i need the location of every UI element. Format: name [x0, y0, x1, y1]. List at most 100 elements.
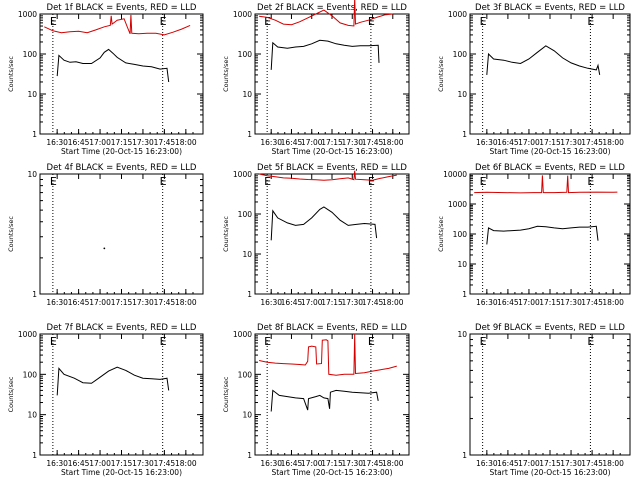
x-tick-label: 17:15	[539, 298, 561, 307]
x-tick-label: 16:45	[68, 459, 90, 468]
marker-label: E	[50, 175, 57, 188]
panel-title: Det 1f BLACK = Events, RED = LLD	[47, 3, 197, 13]
y-tick-label: 1000	[233, 330, 252, 339]
y-tick-label: 10	[457, 90, 467, 99]
marker-label: E	[160, 335, 167, 348]
x-tick-label: 17:45	[362, 298, 384, 307]
x-tick-label: 17:30	[341, 298, 363, 307]
marker-label: E	[264, 335, 271, 348]
y-tick-label: 1000	[18, 10, 37, 19]
x-tick-label: 16:45	[281, 138, 303, 147]
x-tick-label: 17:15	[111, 138, 133, 147]
x-tick-label: 17:15	[111, 459, 133, 468]
y-tick-label: 10	[457, 260, 467, 269]
x-tick-label: 16:30	[260, 138, 282, 147]
panel-title: Det 7f BLACK = Events, RED = LLD	[47, 323, 197, 333]
y-tick-label: 1000	[448, 10, 467, 19]
panel-title: Det 9f BLACK = Events, RED = LLD	[475, 323, 625, 333]
x-axis-label: Start Time (20-Oct-15 16:23:00)	[271, 468, 392, 477]
panel-title: Det 2f BLACK = Events, RED = LLD	[257, 3, 407, 13]
y-tick-label: 1	[247, 130, 252, 139]
y-tick-label: 100	[238, 50, 253, 59]
marker-label: E	[480, 15, 487, 28]
x-tick-label: 17:00	[89, 298, 111, 307]
y-axis-label: Counts/sec	[7, 216, 15, 252]
x-tick-label: 17:15	[539, 459, 561, 468]
y-tick-label: 100	[453, 230, 468, 239]
marker-label: E	[480, 175, 487, 188]
x-tick-label: 16:45	[497, 298, 519, 307]
y-tick-label: 1	[462, 290, 467, 299]
events-series-line	[486, 225, 599, 245]
x-tick-label: 17:45	[362, 459, 384, 468]
events-series-line	[270, 206, 378, 241]
plot-frame	[39, 173, 204, 295]
y-tick-label: 1	[32, 451, 37, 460]
y-axis-label: Counts/sec	[7, 56, 15, 92]
y-tick-label: 1	[32, 130, 37, 139]
x-tick-label: 16:30	[476, 298, 498, 307]
panel-title: Det 5f BLACK = Events, RED = LLD	[257, 163, 407, 173]
y-axis-label: Counts/sec	[222, 216, 230, 252]
panel-title: Det 6f BLACK = Events, RED = LLD	[475, 163, 625, 173]
x-tick-label: 18:00	[382, 298, 404, 307]
marker-label: E	[160, 15, 167, 28]
y-tick-label: 1	[462, 130, 467, 139]
x-tick-label: 17:15	[111, 298, 133, 307]
x-tick-label: 16:45	[281, 298, 303, 307]
x-tick-label: 17:45	[154, 459, 176, 468]
events-series-line	[270, 39, 380, 70]
marker-label: E	[587, 15, 594, 28]
x-tick-label: 17:00	[301, 138, 323, 147]
marker-label: E	[264, 15, 271, 28]
lld-series-line	[44, 14, 191, 36]
x-tick-label: 17:15	[321, 459, 343, 468]
x-tick-label: 17:30	[132, 459, 154, 468]
x-tick-label: 17:00	[89, 138, 111, 147]
events-series-line	[270, 389, 379, 412]
data-point	[103, 247, 106, 250]
marker-label: E	[587, 175, 594, 188]
y-tick-label: 10	[457, 330, 467, 339]
x-tick-label: 16:30	[260, 459, 282, 468]
y-tick-label: 100	[238, 370, 253, 379]
x-tick-label: 17:30	[341, 138, 363, 147]
plot-frame	[254, 173, 410, 295]
x-axis-label: Start Time (20-Oct-15 16:23:00)	[489, 147, 610, 156]
x-axis-label: Start Time (20-Oct-15 16:23:00)	[61, 147, 182, 156]
x-axis-label: Start Time (20-Oct-15 16:23:00)	[489, 468, 610, 477]
x-tick-label: 17:45	[362, 138, 384, 147]
x-tick-label: 17:00	[518, 138, 540, 147]
x-tick-label: 18:00	[602, 459, 624, 468]
x-tick-label: 17:15	[539, 138, 561, 147]
y-tick-label: 10	[242, 250, 252, 259]
x-tick-label: 16:30	[46, 298, 68, 307]
y-tick-label: 1	[462, 451, 467, 460]
marker-label: E	[368, 175, 375, 188]
lld-series-line	[474, 175, 618, 194]
x-tick-label: 16:45	[68, 298, 90, 307]
x-tick-label: 16:45	[497, 459, 519, 468]
y-tick-label: 10	[242, 90, 252, 99]
y-tick-label: 100	[23, 50, 38, 59]
x-tick-label: 18:00	[175, 459, 197, 468]
x-tick-label: 18:00	[175, 298, 197, 307]
y-axis-label: Counts/sec	[7, 376, 15, 412]
x-tick-label: 18:00	[602, 298, 624, 307]
y-tick-label: 10000	[443, 170, 467, 179]
lld-series-line	[259, 0, 393, 27]
x-tick-label: 16:45	[68, 138, 90, 147]
x-tick-label: 17:00	[518, 459, 540, 468]
y-tick-label: 1	[247, 451, 252, 460]
y-tick-label: 1	[32, 290, 37, 299]
panel-title: Det 3f BLACK = Events, RED = LLD	[475, 3, 625, 13]
plot-frame	[39, 333, 204, 456]
x-tick-label: 16:30	[46, 459, 68, 468]
x-tick-label: 17:30	[560, 459, 582, 468]
plot-frame	[469, 13, 631, 135]
y-tick-label: 100	[453, 50, 468, 59]
